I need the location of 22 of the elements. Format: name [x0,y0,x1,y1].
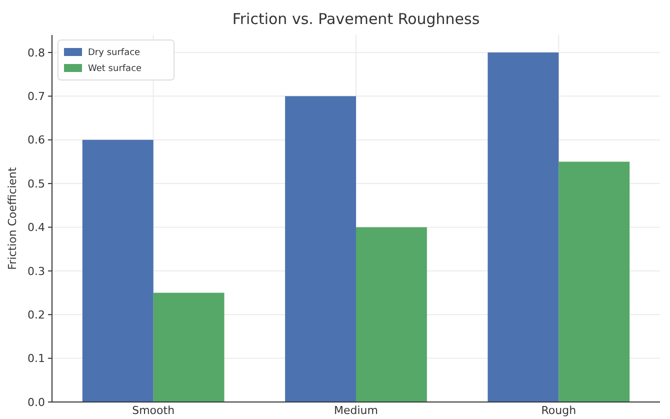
y-tick-label: 0.7 [28,90,45,104]
x-tick-label: Rough [541,404,576,417]
bar [558,162,630,402]
y-tick-label: 0.5 [28,177,45,190]
y-tick-label: 0.1 [28,352,45,366]
legend-label: Wet surface [88,64,142,74]
y-tick-label: 0.2 [28,308,45,322]
bar [488,52,559,402]
legend-label: Dry surface [88,48,141,58]
x-tick-label: Medium [334,404,378,417]
y-tick-label: 0.8 [28,46,45,60]
x-tick-label: Smooth [132,404,175,417]
y-tick-label: 0.4 [28,221,45,234]
y-tick-label: 0.3 [28,264,45,278]
bar [356,227,427,402]
y-tick-label: 0.6 [28,134,45,147]
y-axis-title: Friction Coefficient [6,166,19,270]
bar [153,292,224,402]
bar [82,140,154,402]
bar [285,96,356,402]
y-tick-label: 0.0 [28,396,45,409]
chart-title: Friction vs. Pavement Roughness [232,10,480,28]
